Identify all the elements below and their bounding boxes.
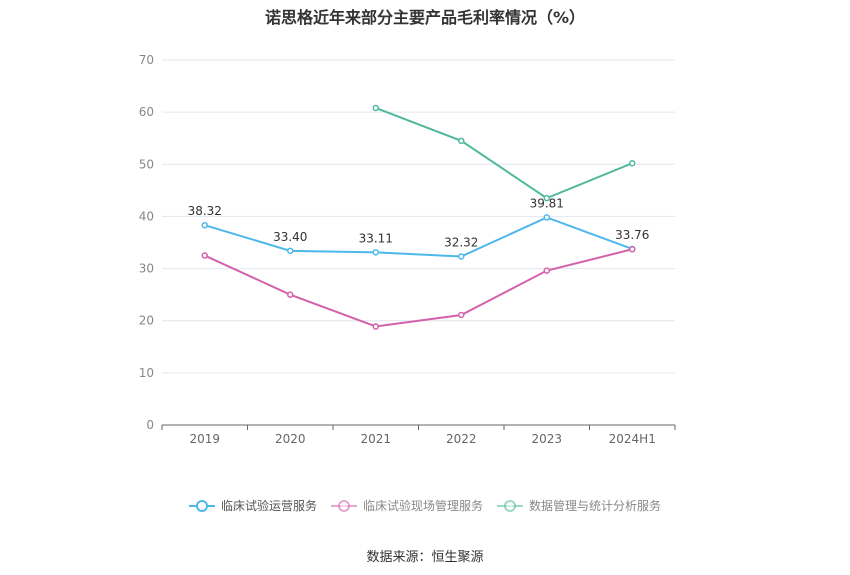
series-line (204, 248, 633, 328)
legend-item-1[interactable]: 临床试验运营服务 (188, 497, 317, 514)
y-tick-label: 20 (139, 314, 154, 328)
y-tick-label: 70 (139, 53, 154, 67)
series-line (204, 216, 633, 258)
legend-marker-icon (330, 499, 357, 512)
axes: 0 10 20 30 40 50 60 70 2019 2020 2021 2022 2023 2024H… (139, 53, 676, 446)
data-label: 38.32 (188, 204, 222, 218)
x-tick-label: 2019 (189, 432, 220, 446)
data-point (287, 291, 294, 298)
y-tick-label: 40 (139, 209, 154, 223)
legend-item-3[interactable]: 数据管理与统计分析服务 (497, 497, 661, 514)
data-point (458, 311, 465, 319)
chart-title: 诺思格近年来部分主要产品毛利率情况（%） (264, 8, 586, 27)
grid-lines (162, 59, 675, 374)
data-label: 33.40 (273, 230, 307, 244)
data-point (372, 323, 379, 330)
y-tick-label: 30 (139, 262, 154, 276)
data-label: 32.32 (444, 235, 478, 249)
data-label: 39.81 (530, 196, 564, 210)
data-point (543, 214, 550, 221)
data-labels: 38.32 33.40 33.11 32.32 39.81 33.76 (188, 196, 650, 249)
x-tick-label: 2021 (360, 432, 391, 446)
data-label: 33.11 (359, 231, 393, 245)
y-tick-label: 50 (139, 157, 154, 171)
x-tick-label: 2023 (531, 432, 562, 446)
data-point (629, 246, 636, 253)
data-point (458, 137, 465, 145)
y-tick-label: 60 (139, 105, 154, 119)
legend-label: 数据管理与统计分析服务 (529, 499, 662, 513)
series-line (375, 107, 633, 200)
x-tick-label: 2020 (275, 432, 306, 446)
x-tick-label: 2022 (446, 432, 477, 446)
data-point (543, 194, 550, 202)
series-3 (372, 104, 636, 202)
data-point (458, 253, 465, 260)
data-label: 33.76 (615, 228, 649, 242)
data-point (372, 249, 379, 256)
legend: 临床试验运营服务 临床试验现场管理服务 数据管理与统计分析服务 (0, 497, 850, 514)
x-tick-label: 2024H1 (609, 432, 656, 446)
series-2 (201, 246, 636, 330)
series-lines (201, 104, 636, 330)
legend-label: 临床试验运营服务 (220, 499, 317, 513)
data-point (372, 104, 379, 112)
y-tick-label: 0 (146, 418, 154, 432)
legend-item-2[interactable]: 临床试验现场管理服务 (330, 497, 483, 514)
series-1 (201, 214, 636, 260)
legend-label: 临床试验现场管理服务 (362, 499, 483, 513)
legend-marker-icon (497, 499, 523, 512)
data-point (287, 247, 294, 255)
source-note: 数据来源：恒生聚源 (366, 550, 484, 565)
legend-marker-icon (188, 499, 215, 512)
data-point (543, 267, 550, 274)
data-point (201, 252, 208, 259)
data-point (629, 159, 636, 167)
y-tick-label: 10 (139, 366, 154, 380)
data-point (201, 221, 208, 229)
